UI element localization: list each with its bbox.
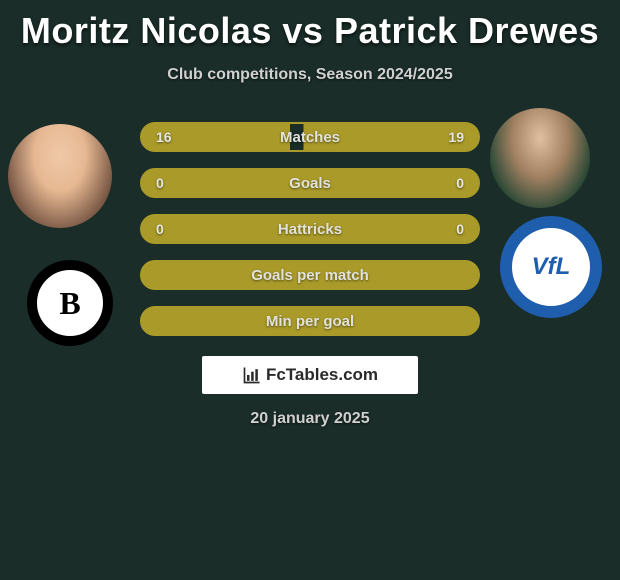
player2-avatar (490, 108, 590, 208)
page-title: Moritz Nicolas vs Patrick Drewes (0, 0, 620, 52)
stat-row: Min per goal (140, 306, 480, 336)
player1-avatar (8, 124, 112, 228)
fctables-logo: FcTables.com (202, 356, 418, 394)
logo-text: FcTables.com (266, 365, 378, 385)
stat-label: Goals (142, 175, 478, 192)
stat-label: Hattricks (142, 221, 478, 238)
stat-row: 16Matches19 (140, 122, 480, 152)
stat-row: Goals per match (140, 260, 480, 290)
stat-row: 0Hattricks0 (140, 214, 480, 244)
stat-left-value: 16 (156, 129, 172, 145)
stat-label: Matches (142, 129, 478, 146)
subtitle: Club competitions, Season 2024/2025 (0, 66, 620, 84)
stat-left-value: 0 (156, 221, 164, 237)
club1-logo (27, 260, 113, 346)
stat-label: Min per goal (142, 313, 478, 330)
stat-right-value: 19 (448, 129, 464, 145)
chart-icon (242, 365, 262, 385)
date: 20 january 2025 (0, 410, 620, 428)
stat-row: 0Goals0 (140, 168, 480, 198)
stat-rows: 16Matches190Goals00Hattricks0Goals per m… (140, 122, 480, 352)
club2-logo (500, 216, 602, 318)
stat-right-value: 0 (456, 175, 464, 191)
stat-left-value: 0 (156, 175, 164, 191)
stat-label: Goals per match (142, 267, 478, 284)
stat-right-value: 0 (456, 221, 464, 237)
